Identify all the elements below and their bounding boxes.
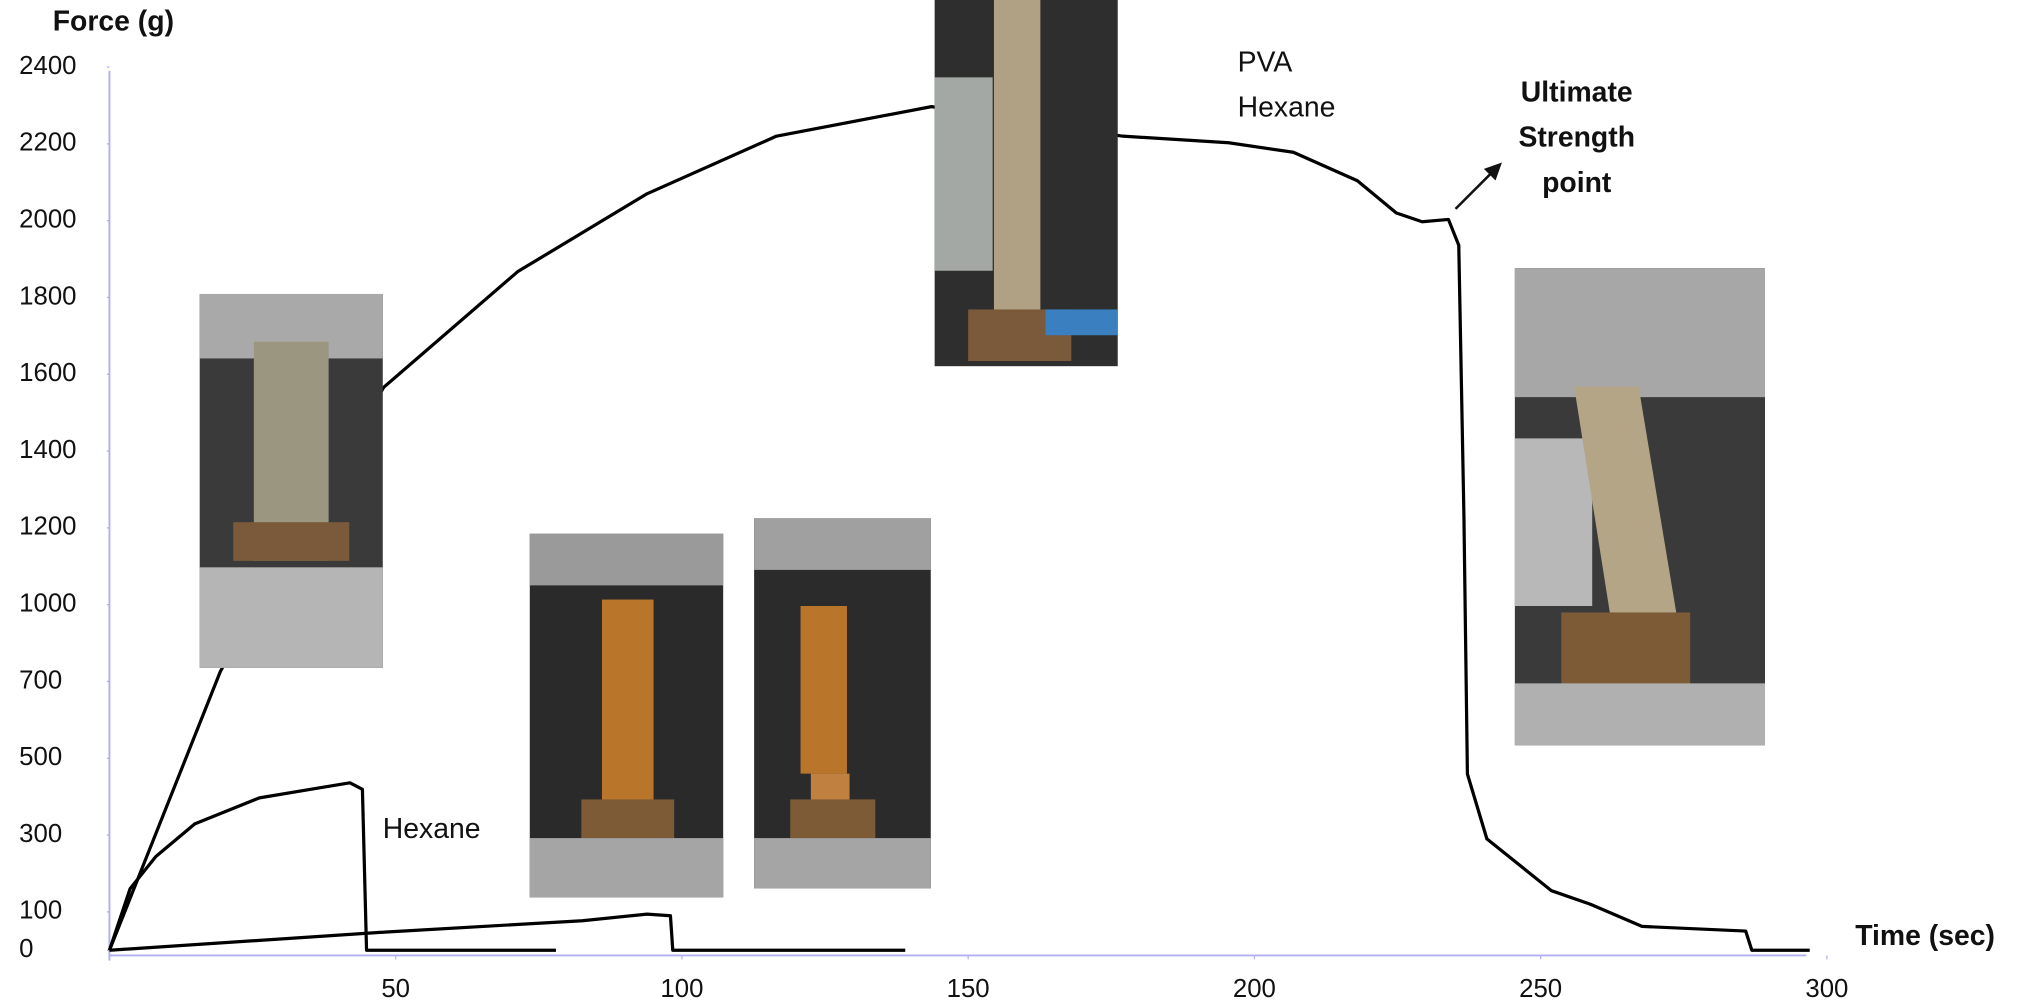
- y-tick-label: 1000: [19, 589, 76, 617]
- y-tick-label: 1200: [19, 513, 76, 541]
- chart: Force (g) Time (sec) 0 100 300 500 700 1000 12…: [0, 0, 2024, 1007]
- x-tick-label: 300: [1805, 975, 1848, 1003]
- y-tick-label: 1600: [19, 359, 76, 387]
- y-tick-label: 0: [19, 935, 33, 963]
- x-tick-label: 150: [947, 975, 990, 1003]
- y-axis-label: Force (g): [53, 6, 174, 38]
- x-axis-label: Time (sec): [1855, 920, 1995, 952]
- y-tick-label: 100: [19, 897, 62, 925]
- annotations: Ultimate Strength point: [1518, 77, 1635, 199]
- y-tick-label: 1800: [19, 282, 76, 310]
- y-tick-label: 500: [19, 743, 62, 771]
- series-label: Hexane: [383, 813, 481, 845]
- photo: [1515, 268, 1765, 745]
- x-tick-label: 200: [1233, 975, 1276, 1003]
- y-tick-label: 300: [19, 820, 62, 848]
- x-tick-label: 50: [381, 975, 410, 1003]
- photo: [754, 518, 931, 888]
- y-tick-label: 2000: [19, 205, 76, 233]
- annotation-arrow: [1456, 162, 1502, 208]
- annotation: Ultimate: [1521, 77, 1633, 109]
- x-tick-label: 100: [660, 975, 703, 1003]
- annotation: Strength: [1518, 122, 1635, 154]
- y-tick-label: 700: [19, 666, 62, 694]
- photo: [200, 294, 383, 668]
- y-tick-label: 2400: [19, 52, 76, 80]
- photo: [530, 534, 723, 898]
- series-line: [109, 914, 905, 950]
- annotation: point: [1542, 167, 1612, 199]
- x-tick-label: 250: [1519, 975, 1562, 1003]
- y-tick-label: 2200: [19, 129, 76, 157]
- page: {"chart_data": { "type": "line", "y_labe…: [0, 0, 2024, 1007]
- photo: [935, 0, 1118, 366]
- y-tick-label: 1400: [19, 436, 76, 464]
